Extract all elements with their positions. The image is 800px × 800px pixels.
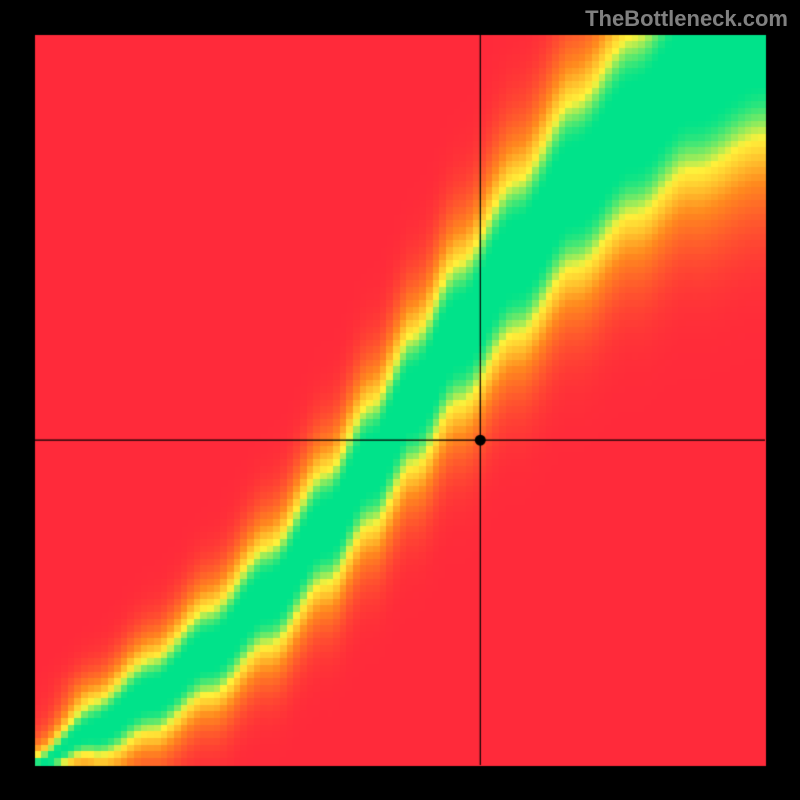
watermark-text: TheBottleneck.com <box>585 6 788 32</box>
bottleneck-heatmap <box>0 0 800 800</box>
